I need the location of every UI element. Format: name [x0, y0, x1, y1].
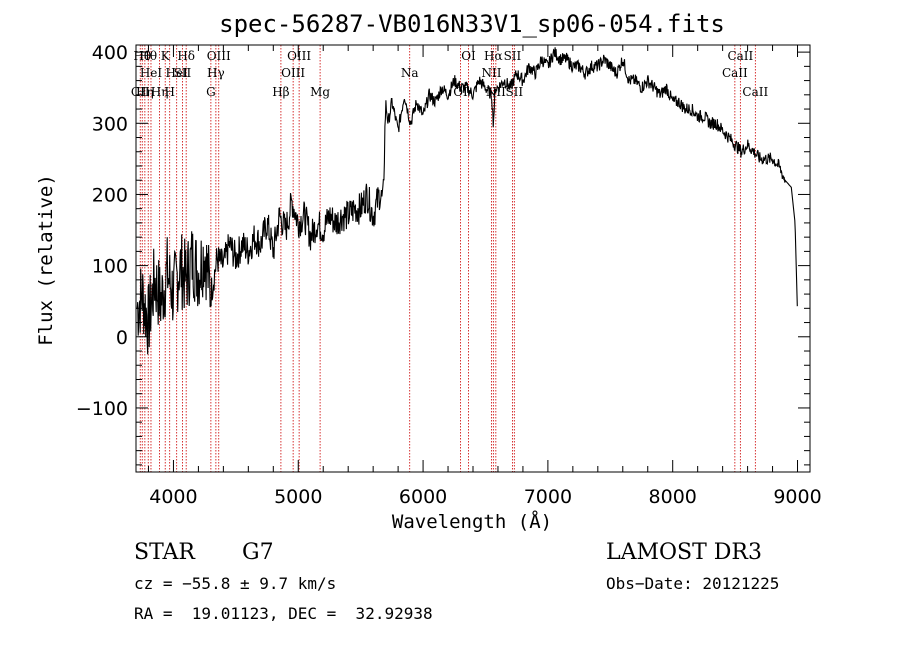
line-label: Hθ [139, 49, 157, 63]
axis-ticks: 4000 5000 6000 7000 8000 9000 −100 0 100 200 300 40… [76, 42, 822, 508]
y-tick-label: 0 [116, 327, 128, 349]
x-tick-label: 8000 [649, 486, 697, 508]
star-subclass: G7 [242, 540, 274, 565]
line-label: NII [486, 85, 506, 99]
chart-title: spec-56287-VB016N33V1_sp06-054.fits [219, 10, 725, 38]
line-label: OIII [281, 66, 305, 80]
redshift-text: cz = −55.8 ± 9.7 km/s [134, 574, 337, 593]
star-class: STAR [134, 540, 195, 565]
line-label: CaII [742, 85, 768, 99]
line-label: HeI [140, 66, 163, 80]
line-label: CaII [722, 66, 748, 80]
y-tick-label: 300 [92, 113, 128, 135]
line-label: Hα [484, 49, 503, 63]
line-label: G [206, 85, 216, 99]
survey-label: LAMOST DR3 [606, 540, 762, 565]
line-label: NII [481, 66, 501, 80]
line-label: Hβ [272, 85, 289, 99]
line-label: Hη [136, 85, 154, 99]
line-label: Hγ [207, 66, 225, 80]
obs-date: Obs−Date: 20121225 [606, 574, 780, 593]
line-label: Hθ [133, 49, 151, 63]
line-label: OIII [207, 49, 231, 63]
line-label: CaII [727, 49, 753, 63]
line-label: OI [461, 49, 476, 63]
line-label: Hη [151, 85, 169, 99]
line-label: Na [401, 66, 419, 80]
x-tick-label: 6000 [399, 486, 447, 508]
x-tick-label: 7000 [524, 486, 572, 508]
y-tick-label: 100 [92, 256, 128, 278]
x-tick-label: 4000 [149, 486, 197, 508]
y-tick-label: 400 [92, 42, 128, 64]
line-labels: CIIHθHηHθHeIHηKHHeISIIHδGHγOIIIHβOIIIOII… [131, 49, 769, 99]
x-axis-label: Wavelength (Å) [392, 510, 552, 533]
line-label: SII [505, 85, 523, 99]
line-label: OIII [287, 49, 311, 63]
x-tick-label: 9000 [773, 486, 821, 508]
y-tick-label: 200 [92, 184, 128, 206]
line-label: HeI [166, 66, 189, 80]
ra-dec: RA = 19.01123, DEC = 32.92938 [134, 604, 433, 623]
y-tick-label: −100 [76, 398, 128, 420]
line-label: OI [453, 85, 468, 99]
line-label: H [164, 85, 174, 99]
line-label: SII [504, 49, 522, 63]
spectrum-series [136, 47, 798, 355]
line-label: Hδ [177, 49, 195, 63]
spectrum-line [136, 47, 798, 355]
line-label: K [161, 49, 171, 63]
line-label: Mg [310, 85, 330, 99]
line-label: SII [174, 66, 192, 80]
x-tick-label: 5000 [274, 486, 322, 508]
y-axis-label: Flux (relative) [35, 174, 57, 346]
line-label: CII [131, 85, 150, 99]
